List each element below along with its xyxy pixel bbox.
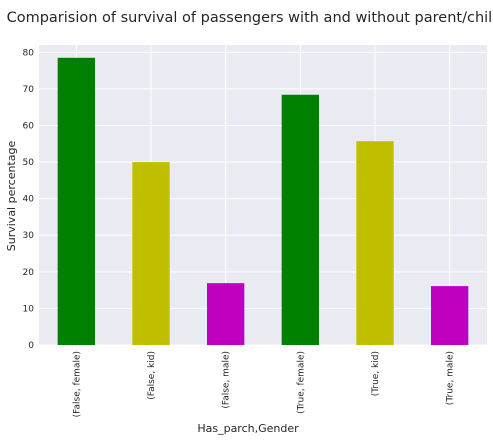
y-tick-label: 70 <box>23 85 35 95</box>
y-tick-label: 20 <box>23 268 35 278</box>
chart-title: Comparision of survival of passengers wi… <box>7 10 493 26</box>
x-axis-label: Has_parch,Gender <box>197 422 299 435</box>
plot-area <box>39 45 487 345</box>
y-tick-label: 50 <box>23 158 35 168</box>
x-tick-label: (False, female) <box>72 351 82 417</box>
x-tick-label: (True, male) <box>446 351 456 405</box>
y-axis-label: Survival percentage <box>5 141 18 252</box>
y-tick-label: 40 <box>23 195 35 205</box>
bar-1 <box>57 57 95 346</box>
x-tick-label: (True, kid) <box>371 351 381 396</box>
bar-5 <box>356 141 394 345</box>
x-tick-label: (False, kid) <box>147 351 157 400</box>
x-tick-labels: (False, female) (False, kid) (False, male)… <box>72 351 455 417</box>
bar-2 <box>132 162 170 345</box>
bar-3 <box>207 283 245 345</box>
bars <box>57 57 469 346</box>
y-tick-labels: 0 10 20 30 40 50 60 70 80 <box>23 48 35 351</box>
y-tick-label: 60 <box>23 121 35 131</box>
y-tick-label: 10 <box>23 304 35 314</box>
bar-6 <box>431 286 469 345</box>
y-tick-label: 30 <box>23 231 35 241</box>
y-tick-label: 0 <box>28 341 34 351</box>
y-tick-label: 80 <box>23 48 35 58</box>
x-tick-label: (True, female) <box>296 351 306 414</box>
x-tick-label: (False, male) <box>222 351 232 409</box>
bar-4 <box>281 94 319 345</box>
